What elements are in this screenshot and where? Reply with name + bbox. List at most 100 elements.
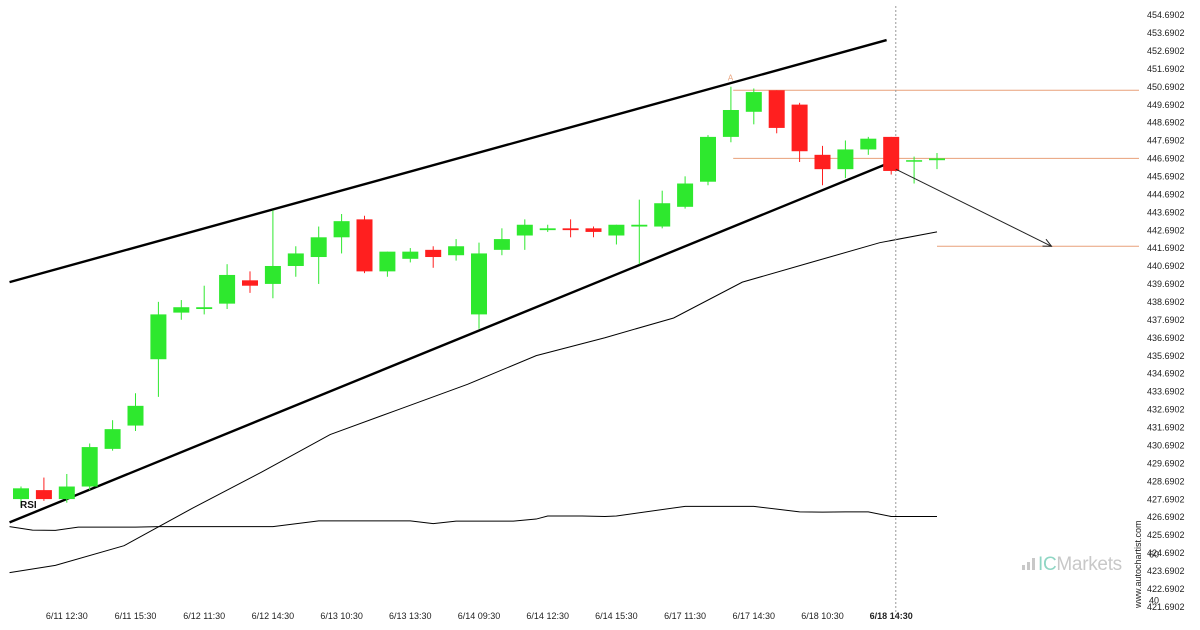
y-tick-label: 425.6902	[1147, 530, 1185, 540]
y-tick-label: 424.6902	[1147, 548, 1185, 558]
candle-body	[402, 251, 419, 259]
y-tick-label: 449.6902	[1147, 100, 1185, 110]
candle	[539, 224, 556, 232]
candle	[493, 228, 510, 256]
candle-body	[35, 490, 52, 500]
brand-logo: ICMarkets	[1022, 554, 1122, 576]
projection-line	[895, 168, 1052, 247]
candle-body	[104, 429, 121, 449]
y-tick-label: 453.6902	[1147, 28, 1185, 38]
pattern-marker-label: A	[728, 73, 734, 82]
candle	[585, 226, 602, 238]
candle-body	[631, 224, 648, 227]
rsi-tick-label: 60	[1149, 549, 1159, 559]
projection-arrowhead	[1042, 238, 1053, 247]
candle-body	[906, 160, 923, 162]
rsi-label: RSI	[20, 500, 37, 511]
y-tick-label: 445.6902	[1147, 172, 1185, 182]
candle-body	[58, 486, 75, 500]
x-tick-label: 6/14 15:30	[595, 611, 638, 621]
candle	[791, 102, 808, 162]
y-tick-label: 431.6902	[1147, 423, 1185, 433]
candle-body	[516, 224, 533, 236]
candle	[219, 264, 236, 310]
candle	[35, 477, 52, 501]
brand-suffix: Markets	[1056, 554, 1122, 575]
candle-body	[722, 109, 739, 137]
candle	[196, 285, 213, 315]
y-tick-label: 447.6902	[1147, 136, 1185, 146]
candle	[677, 176, 694, 209]
candle-body	[379, 251, 396, 272]
x-tick-label: 6/13 13:30	[389, 611, 432, 621]
y-tick-label: 435.6902	[1147, 351, 1185, 361]
y-tick-label: 440.6902	[1147, 261, 1185, 271]
candle	[104, 420, 121, 451]
x-tick-label: 6/11 12:30	[46, 611, 88, 621]
candle-body	[425, 249, 442, 258]
x-tick-label: 6/17 14:30	[733, 611, 776, 621]
candle-body	[333, 221, 350, 238]
channel-upper-line	[9, 38, 887, 284]
candle	[333, 213, 350, 254]
x-tick-label: 6/18 10:30	[801, 611, 844, 621]
candle	[448, 239, 465, 261]
y-tick-label: 429.6902	[1147, 458, 1185, 468]
candle	[173, 300, 190, 320]
x-tick-label: 6/14 12:30	[526, 611, 569, 621]
candle-body	[13, 488, 29, 500]
candle	[58, 473, 75, 503]
candle	[150, 301, 167, 397]
candle	[127, 393, 144, 431]
candle	[287, 246, 304, 277]
x-tick-label: 6/13 10:30	[320, 611, 363, 621]
candle	[768, 90, 785, 134]
projection	[895, 168, 1053, 247]
y-tick-label: 432.6902	[1147, 405, 1185, 415]
candle-body	[310, 237, 327, 258]
candle-body	[127, 405, 144, 426]
candle	[700, 135, 716, 186]
candles	[13, 86, 945, 507]
y-tick-label: 448.6902	[1147, 118, 1185, 128]
y-tick-label: 426.6902	[1147, 512, 1185, 522]
candle	[929, 153, 945, 170]
candle	[356, 215, 373, 274]
candle-body	[768, 90, 785, 128]
x-tick-label: 6/12 11:30	[183, 611, 225, 621]
y-tick-label: 421.6902	[1147, 602, 1185, 612]
candle-body	[539, 228, 556, 231]
channel-lines	[9, 38, 897, 524]
candle	[13, 486, 29, 507]
candle-body	[81, 447, 98, 487]
candle-body	[837, 149, 854, 170]
y-tick-label: 438.6902	[1147, 297, 1185, 307]
channel-lower-line	[9, 159, 897, 524]
y-tick-label: 427.6902	[1147, 494, 1185, 504]
y-axis: 454.6902 453.6902 452.6902 451.6902 450.6902…	[1147, 10, 1185, 612]
candle-body	[562, 228, 579, 231]
x-tick-label: 6/17 11:30	[664, 611, 706, 621]
candle-body	[814, 154, 831, 170]
candle	[264, 210, 281, 299]
candle	[814, 145, 831, 186]
candle-body	[883, 136, 900, 171]
candle	[471, 242, 487, 329]
rsi-tick-label: 40	[1149, 596, 1159, 606]
y-tick-label: 443.6902	[1147, 207, 1185, 217]
candle-body	[448, 246, 465, 256]
candle	[402, 248, 419, 263]
x-tick-label: 6/12 14:30	[252, 611, 295, 621]
y-tick-label: 423.6902	[1147, 566, 1185, 576]
candle-body	[287, 253, 304, 266]
y-tick-label: 422.6902	[1147, 584, 1185, 594]
candle	[860, 136, 877, 155]
candle	[837, 140, 854, 179]
y-tick-label: 428.6902	[1147, 476, 1185, 486]
moving-average	[9, 231, 938, 574]
moving-average-line	[9, 231, 938, 574]
x-tick-label: 6/18 14:30	[870, 611, 913, 621]
candle-body	[173, 307, 190, 313]
y-tick-label: 446.6902	[1147, 154, 1185, 164]
